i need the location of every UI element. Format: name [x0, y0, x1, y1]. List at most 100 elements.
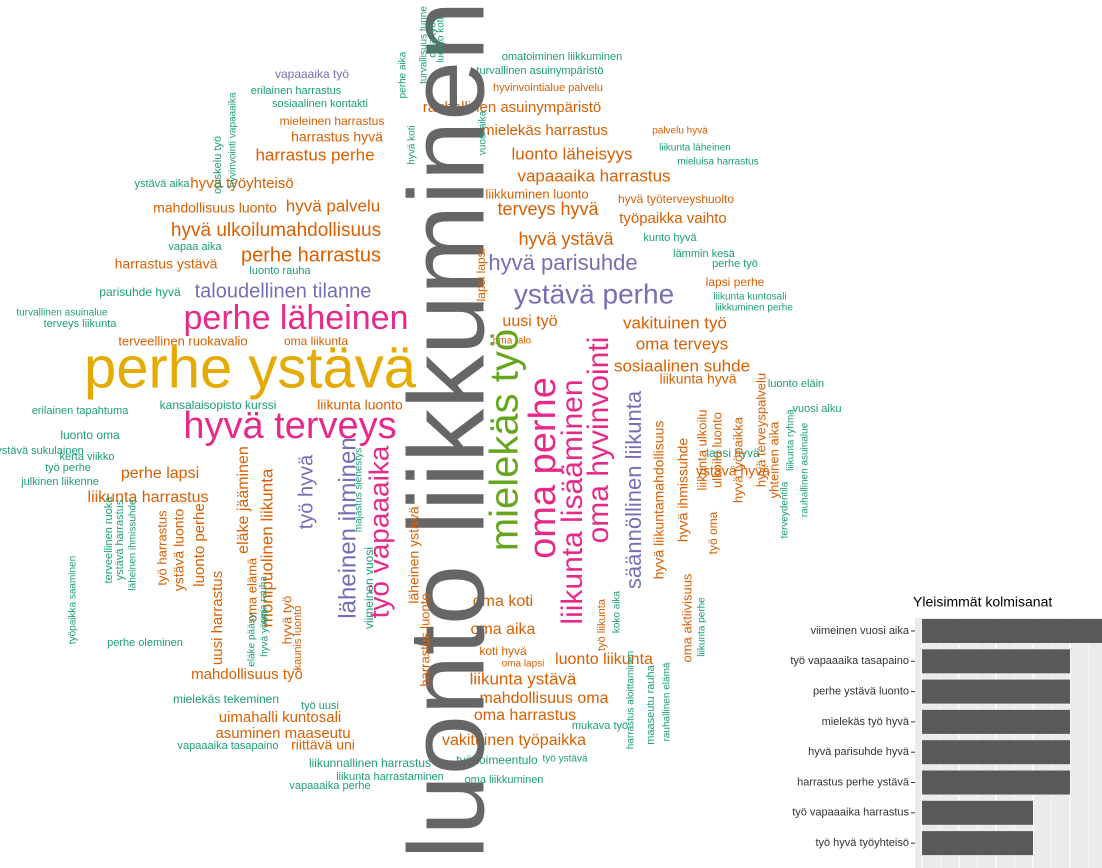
word: majastus sienestys: [354, 448, 365, 532]
word: parisuhde hyvä: [99, 285, 181, 299]
word: oma hyvinvointi: [582, 337, 615, 544]
word: liikkuminen perhe: [715, 303, 793, 314]
word: oma harrastus: [474, 707, 576, 724]
bar: [922, 740, 1070, 765]
word: hyvä palvelu: [286, 196, 381, 215]
word: harrastus aloittaminen: [626, 651, 637, 749]
word: perhe ystävä: [84, 335, 417, 400]
word: oma liikunta: [284, 334, 348, 348]
word: hyvä työpaikka: [730, 416, 745, 503]
word: hyvä terveyspalvelu: [753, 373, 768, 487]
word: turvallinen asuinalue: [16, 308, 108, 319]
word: mielekäs työ: [483, 329, 527, 551]
y-tick-label: työ vapaaaika harrastus: [792, 807, 909, 819]
word: lapsi perhe: [706, 275, 765, 289]
word: hyvä parisuhde: [488, 250, 637, 275]
bar-chart: Yleisimmät kolmisanat viimeinen vuosi ai…: [790, 594, 1102, 868]
word: harrastus luonto: [417, 593, 432, 686]
word: koti hyvä: [479, 644, 527, 658]
word: terveys liikunta: [44, 318, 118, 330]
word: uusi harrastus: [209, 571, 226, 665]
word: oma lapsi: [502, 659, 545, 670]
word: hyvä ihmissuhde: [675, 438, 691, 542]
word: työ perhe: [45, 462, 91, 474]
word: harrastus hyvä: [291, 129, 383, 145]
word: turvallisuus tunne: [419, 6, 430, 84]
word: mieleinen harrastus: [280, 114, 385, 128]
word: työ uusi: [301, 700, 339, 712]
word: sosiaalinen suhde: [614, 356, 750, 375]
word: ystävä aika: [134, 178, 190, 190]
word: liikkuminen luonto: [485, 186, 588, 201]
word: harrastus perhe: [255, 145, 374, 164]
word: liikunta harrastaminen: [336, 771, 444, 783]
word: luonto perhe: [191, 503, 208, 586]
word: rauhallinen elämä: [662, 662, 673, 741]
word: vapaaaika harrastus: [517, 166, 670, 185]
bar: [922, 679, 1070, 704]
word: mahdollisuus työ: [191, 666, 303, 683]
word: liikunta hyvä: [659, 371, 736, 387]
word: palvelu hyvä: [652, 126, 708, 137]
word: mahdollisuus oma: [480, 690, 609, 707]
word: liikunta ystävä: [470, 669, 577, 688]
word: oma työ: [428, 22, 439, 58]
bar: [922, 800, 1033, 825]
word: oma aika: [471, 621, 536, 638]
word: luonto liikkuminen: [386, 1, 507, 859]
word: opiskelu työ: [212, 136, 224, 194]
word: hyvä työ: [279, 596, 294, 644]
word: erilainen tapahtuma: [32, 405, 130, 417]
word: työ harrastus: [154, 510, 169, 586]
word: läheinen ihminen: [334, 437, 361, 618]
word: ystävä luonto: [171, 509, 187, 592]
word: lapsi hyvä: [706, 446, 760, 460]
word: ystävä harrastus: [114, 499, 126, 580]
word: hyvä ulkoilumahdollisuus: [171, 220, 381, 241]
word: julkinen liikenne: [20, 476, 99, 488]
word: liikunta perhe: [697, 597, 708, 657]
word: kaunis luonto: [292, 606, 304, 671]
word: työ vapaaaika: [363, 445, 394, 618]
word: riittävä uni: [291, 737, 355, 753]
word: erilainen harrastus: [251, 85, 342, 97]
word: vapaaaika perhe: [289, 780, 370, 792]
word: sosiaalinen kontakti: [272, 98, 368, 110]
word: luonto eläin: [768, 378, 824, 390]
word: mielekäs tekeminen: [173, 692, 279, 706]
y-tick-label: työ vapaaaika tasapaino: [790, 655, 909, 667]
word: vakituinen työ: [623, 313, 727, 332]
word: hyvä työyhteisö: [190, 175, 293, 192]
bar: [922, 709, 1070, 734]
word: turvallinen asuinympäristö: [476, 65, 603, 77]
word: liikunta läheinen: [659, 143, 731, 154]
word: perhe läheinen: [184, 299, 409, 337]
word: työ hyvä: [295, 454, 317, 529]
word: perhe lapsi: [121, 465, 199, 482]
word: oma perhe: [522, 377, 564, 559]
word: ystävä sukulainen: [0, 445, 84, 457]
word: hyvinvointi vapaaaika: [228, 92, 239, 187]
word: taloudellinen tilanne: [195, 280, 372, 302]
word: eläke jääminen: [235, 446, 252, 554]
chart-title: Yleisimmät kolmisanat: [913, 594, 1052, 610]
word: läheinen ystävä: [406, 506, 422, 604]
word: perhe harrastus: [241, 244, 381, 266]
word: luonto liikunta: [555, 651, 653, 668]
bar: [922, 649, 1070, 674]
word: mahdollisuus luonto: [153, 200, 277, 216]
word: oma rauha: [259, 576, 270, 624]
word: luonto koti: [436, 17, 447, 63]
word: maaseutu rauha: [645, 664, 657, 744]
word: ulkoilu luonto: [709, 412, 724, 488]
word: hyvä terveys: [183, 405, 396, 447]
word: työ ystävä: [542, 754, 587, 765]
word: eläke pääsy: [247, 613, 258, 666]
word: mukava työ: [572, 720, 628, 732]
word: terveys hyvä: [497, 199, 599, 219]
y-tick-label: harrastus perhe ystävä: [797, 776, 910, 788]
y-tick-label: mielekäs työ hyvä: [822, 716, 910, 728]
word: työ oma: [706, 511, 720, 554]
word: työpaikka saaminen: [68, 556, 79, 644]
